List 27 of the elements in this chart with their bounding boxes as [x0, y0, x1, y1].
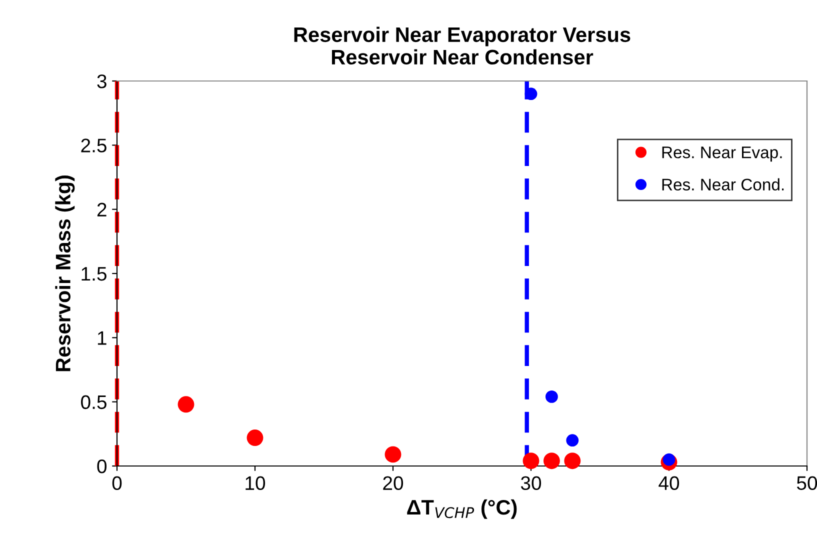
point	[522, 452, 540, 470]
x-tick-label: 0	[112, 476, 122, 490]
point	[246, 430, 264, 446]
x-tick-label: 10	[246, 476, 266, 490]
chart-title: Reservoir Near Evaporator Versus Reservoir Near Condenser	[294, 26, 630, 65]
legend-label: Res. Near Cond.	[662, 178, 784, 190]
x-tick-label: 20	[383, 476, 404, 490]
point	[524, 88, 538, 100]
y-tick-label: 2.5	[81, 138, 106, 152]
point	[564, 452, 581, 470]
y-tick-label: 0	[97, 459, 107, 474]
y-tick-label: 2	[97, 202, 106, 216]
y-tick-label: 3	[97, 74, 106, 88]
point	[178, 396, 194, 413]
point	[566, 434, 579, 447]
y-tick-label: 1.5	[82, 267, 106, 281]
x-tick-label: 50	[796, 476, 817, 490]
y-tick-label: 1	[98, 331, 106, 345]
point	[545, 390, 558, 403]
point	[384, 446, 402, 463]
x-axis-title: ΔT$_{VCHP}$ (°C)	[407, 499, 517, 519]
y-tick-label: 0.5	[81, 395, 106, 410]
point	[543, 452, 560, 470]
legend-label: Res. Near Evap.	[662, 146, 782, 162]
x-tick-label: 40	[658, 476, 680, 490]
x-tick-label: 30	[520, 476, 542, 490]
y-axis-title: Reservoir Mass (kg)	[55, 176, 75, 372]
